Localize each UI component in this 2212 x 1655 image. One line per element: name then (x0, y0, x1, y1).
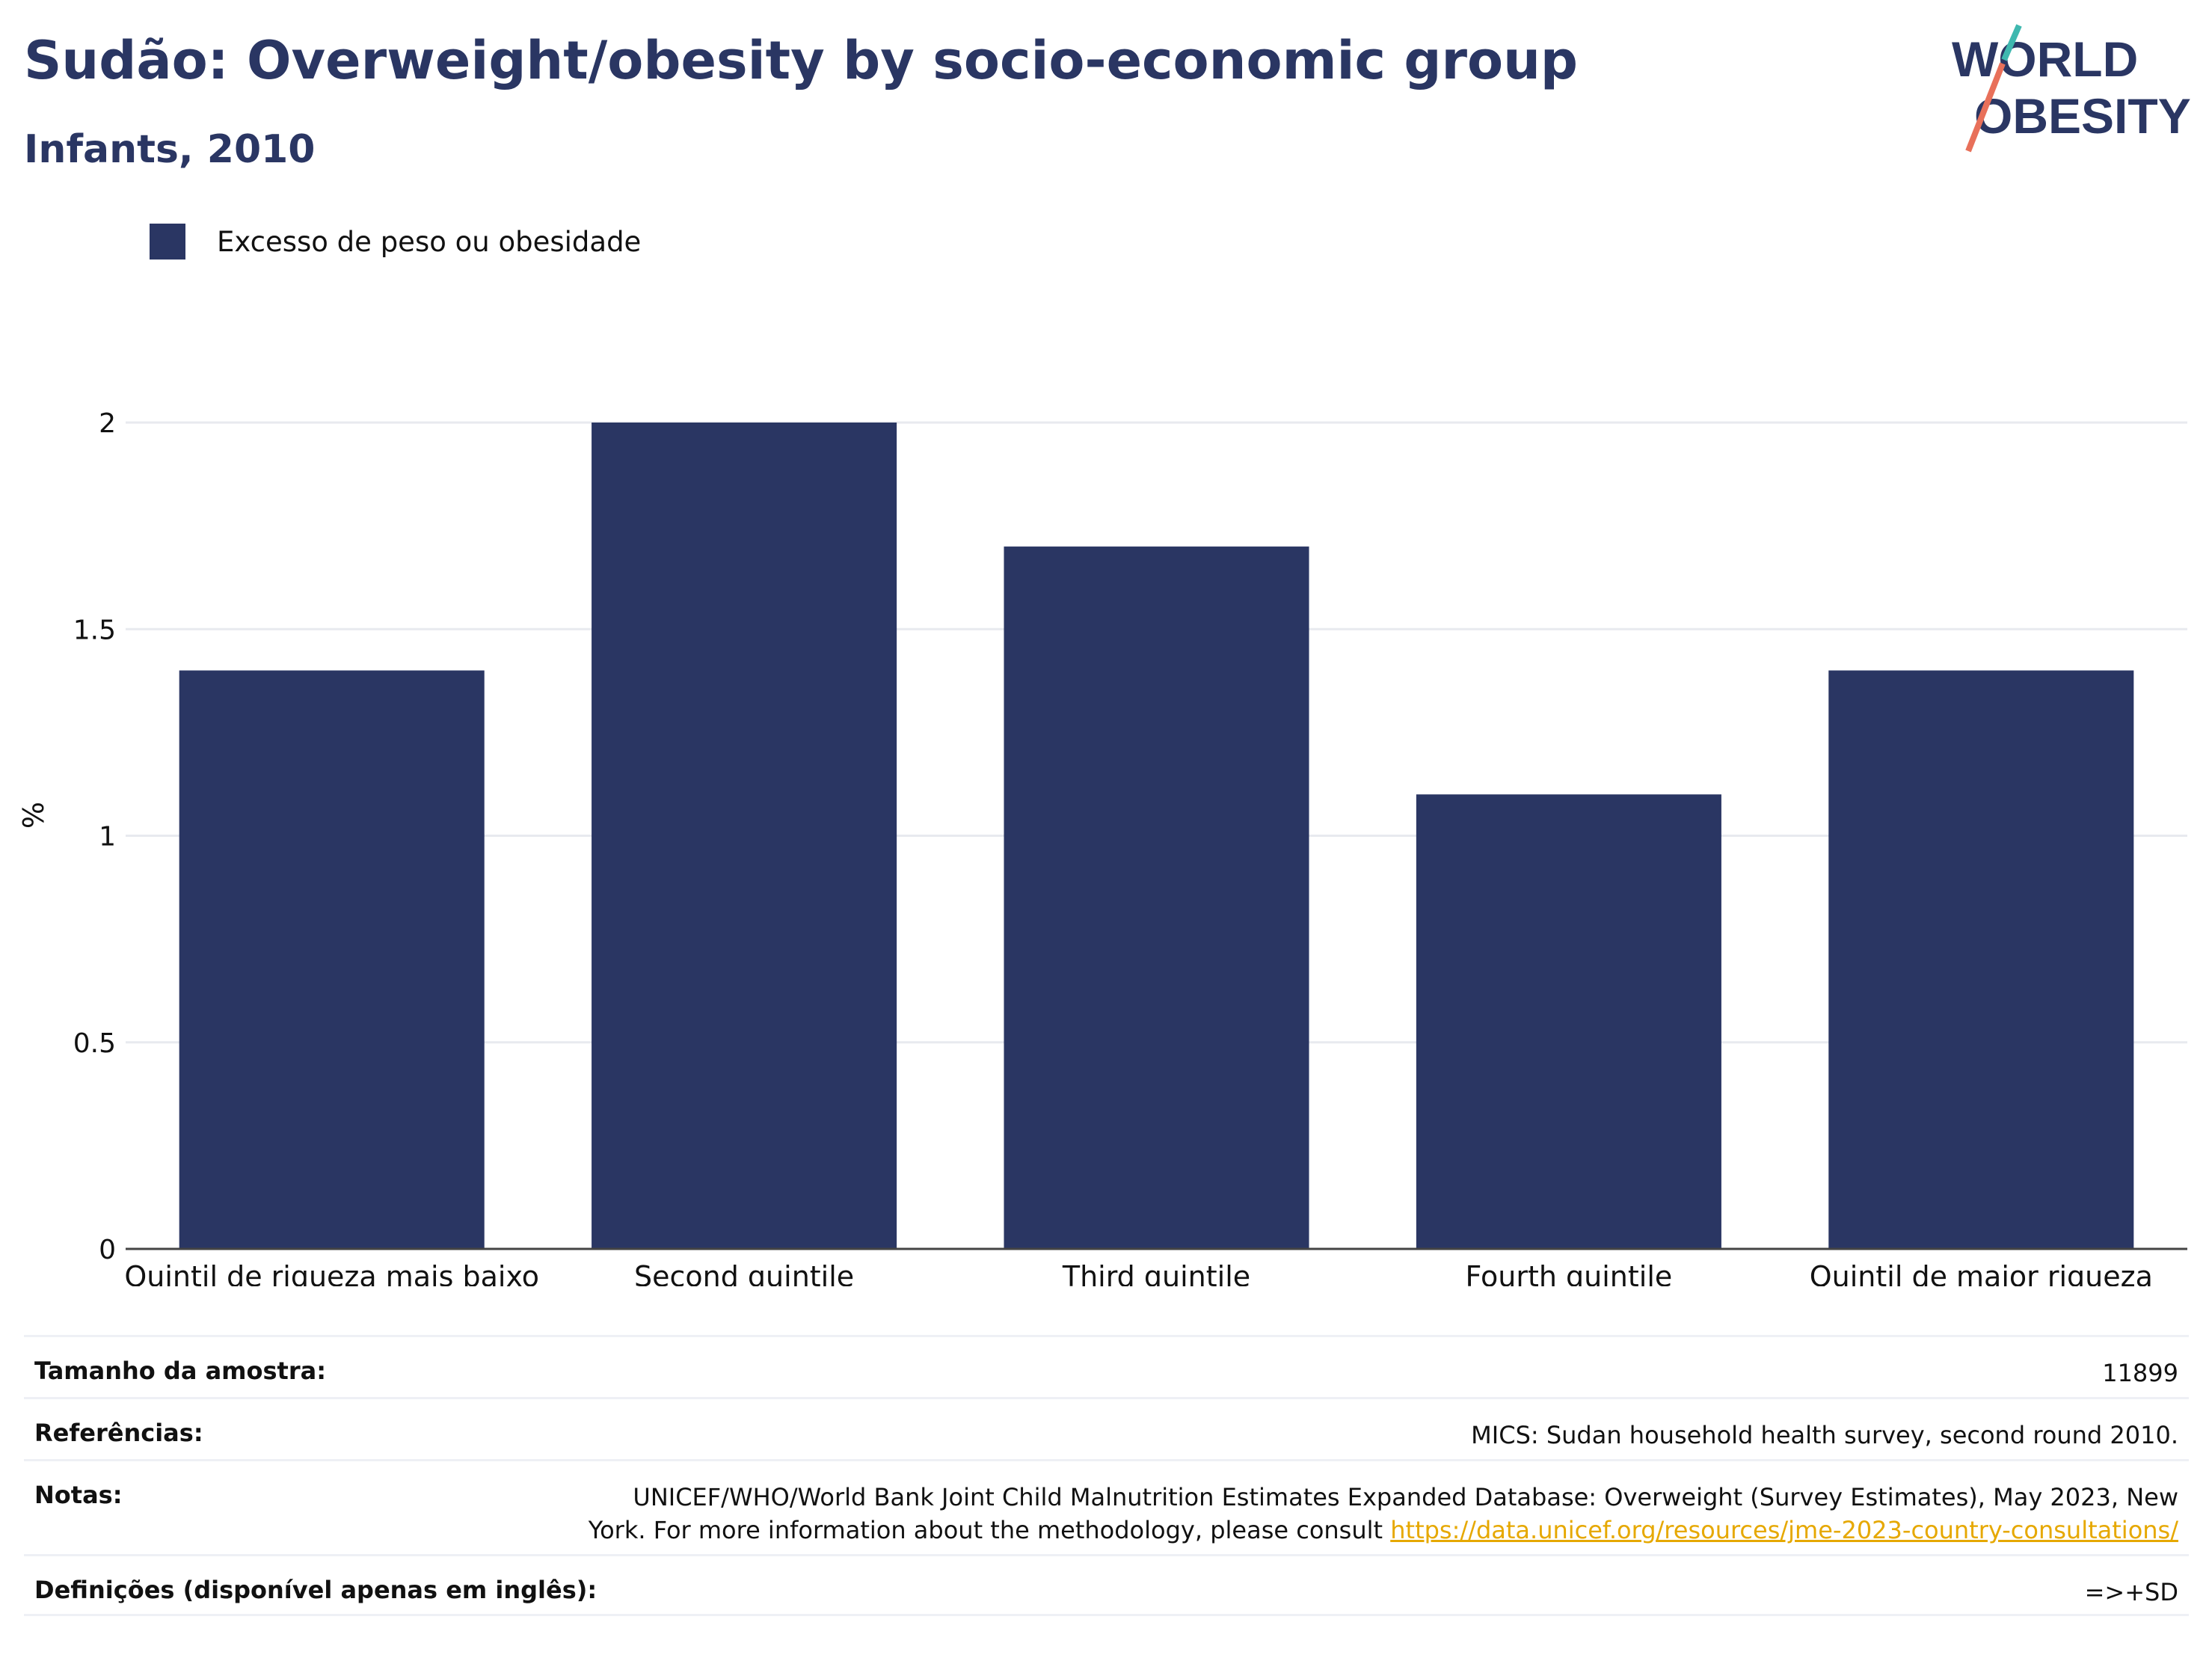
x-tick-label: Quintil de maior riqueza (1810, 1260, 2153, 1286)
world-obesity-logo[interactable]: WORLD OBESITY (1944, 22, 2199, 157)
legend-label: Excesso de peso ou obesidade (217, 225, 642, 258)
x-tick-label: Fourth quintile (1466, 1260, 1673, 1286)
bar[interactable] (1004, 546, 1309, 1249)
definitions-label: Definições (disponível apenas em inglês)… (34, 1576, 597, 1604)
y-tick-label: 0 (99, 1235, 116, 1265)
references-label: Referências: (34, 1419, 203, 1447)
x-tick-label: Quintil de riqueza mais baixo (124, 1260, 539, 1286)
bar[interactable] (1416, 794, 1721, 1249)
sample-size-label: Tamanho da amostra: (34, 1357, 326, 1385)
y-tick-label: 1 (99, 822, 116, 853)
x-tick-label: Second quintile (634, 1260, 854, 1286)
info-row-definitions: Definições (disponível apenas em inglês)… (24, 1554, 2189, 1616)
chart-title: Sudão: Overweight/obesity by socio-econo… (24, 30, 1579, 91)
bar-chart: 0 0.5 1 1.5 2 Quintil de riqueza mais baixo S… (17, 408, 2187, 1286)
references-value: MICS: Sudan household health survey, sec… (1471, 1421, 2178, 1449)
chart-legend[interactable]: Excesso de peso ou obesidade (150, 222, 641, 261)
legend-swatch (150, 224, 185, 260)
y-tick-label: 2 (99, 408, 116, 439)
notes-value: UNICEF/WHO/World Bank Joint Child Malnut… (571, 1481, 2178, 1547)
y-tick-label: 0.5 (73, 1028, 116, 1059)
notes-text: UNICEF/WHO/World Bank Joint Child Malnut… (588, 1483, 2178, 1544)
notes-label: Notas: (34, 1481, 123, 1509)
info-table: Tamanho da amostra: 11899 Referências: M… (24, 1335, 2189, 1616)
svg-text:WORLD: WORLD (1952, 31, 2138, 87)
x-tick-label: Third quintile (1062, 1260, 1250, 1286)
svg-text:OBESITY: OBESITY (1974, 88, 2191, 144)
info-row-notes: Notas: UNICEF/WHO/World Bank Joint Child… (24, 1459, 2189, 1554)
notes-link[interactable]: https://data.unicef.org/resources/jme-20… (1390, 1516, 2178, 1544)
chart-subtitle: Infants, 2010 (24, 127, 316, 172)
bar[interactable] (179, 670, 485, 1250)
info-row-sample: Tamanho da amostra: 11899 (24, 1335, 2189, 1397)
definitions-value: =>+SD (2084, 1578, 2178, 1606)
y-axis-label: % (17, 802, 50, 829)
bar[interactable] (592, 423, 897, 1249)
info-row-references: Referências: MICS: Sudan household healt… (24, 1397, 2189, 1459)
sample-size-value: 11899 (2102, 1359, 2178, 1387)
bar[interactable] (1828, 670, 2134, 1250)
y-tick-label: 1.5 (73, 615, 116, 645)
